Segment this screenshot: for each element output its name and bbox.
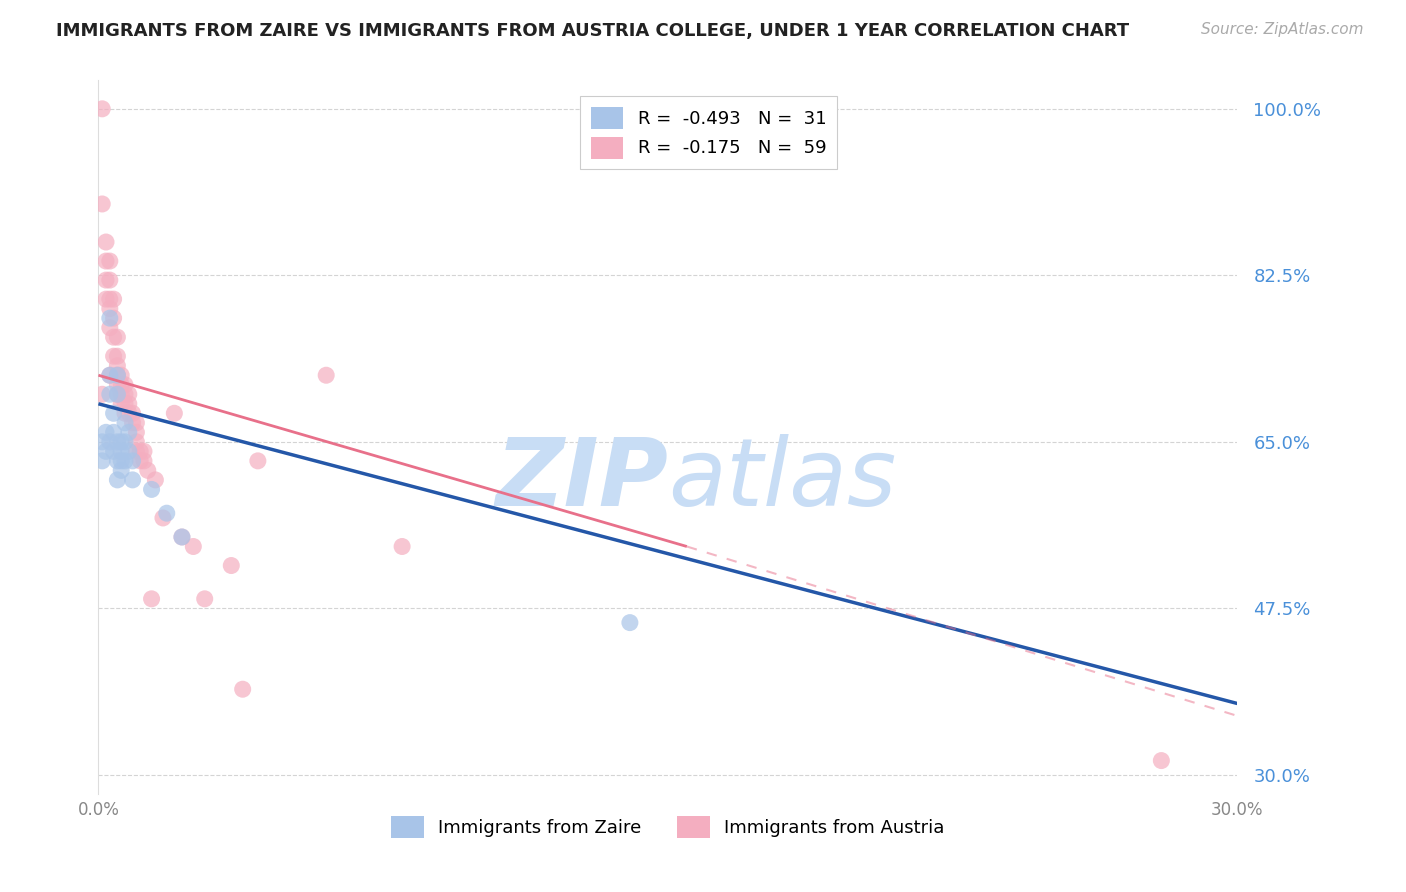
Point: [98, 368, 121, 383]
Point: [246, 454, 269, 468]
Point: [103, 444, 125, 458]
Point: [91, 454, 114, 468]
Point: [125, 416, 148, 430]
Point: [94, 444, 117, 458]
Point: [98, 320, 121, 334]
Point: [121, 454, 143, 468]
Point: [152, 511, 174, 525]
Point: [183, 540, 205, 554]
Point: [118, 397, 141, 411]
Point: [103, 425, 125, 440]
Text: atlas: atlas: [668, 434, 896, 525]
Point: [110, 454, 132, 468]
Point: [118, 387, 141, 401]
Point: [107, 330, 129, 344]
Point: [91, 102, 114, 116]
Point: [170, 530, 193, 544]
Point: [107, 349, 129, 363]
Point: [91, 197, 114, 211]
Point: [221, 558, 243, 573]
Point: [94, 425, 117, 440]
Point: [110, 397, 132, 411]
Point: [118, 444, 141, 458]
Point: [91, 434, 114, 449]
Point: [132, 454, 155, 468]
Point: [125, 425, 148, 440]
Point: [103, 311, 125, 326]
Point: [94, 235, 117, 249]
Point: [98, 301, 121, 316]
Point: [121, 406, 143, 420]
Point: [107, 473, 129, 487]
Point: [114, 454, 136, 468]
Point: [1150, 754, 1173, 768]
Point: [121, 473, 143, 487]
Point: [315, 368, 337, 383]
Text: Source: ZipAtlas.com: Source: ZipAtlas.com: [1201, 22, 1364, 37]
Point: [110, 463, 132, 477]
Point: [98, 292, 121, 306]
Point: [94, 254, 117, 268]
Point: [110, 368, 132, 383]
Point: [114, 406, 136, 420]
Point: [114, 416, 136, 430]
Point: [118, 425, 141, 440]
Point: [91, 387, 114, 401]
Point: [98, 368, 121, 383]
Text: IMMIGRANTS FROM ZAIRE VS IMMIGRANTS FROM AUSTRIA COLLEGE, UNDER 1 YEAR CORRELATI: IMMIGRANTS FROM ZAIRE VS IMMIGRANTS FROM…: [56, 22, 1129, 40]
Point: [110, 444, 132, 458]
Point: [118, 406, 141, 420]
Point: [107, 359, 129, 373]
Point: [194, 591, 217, 606]
Point: [132, 444, 155, 458]
Text: ZIP: ZIP: [495, 434, 668, 526]
Point: [114, 397, 136, 411]
Point: [103, 292, 125, 306]
Point: [232, 682, 254, 697]
Point: [141, 483, 163, 497]
Point: [125, 434, 148, 449]
Point: [98, 434, 121, 449]
Point: [110, 434, 132, 449]
Point: [125, 444, 148, 458]
Legend: Immigrants from Zaire, Immigrants from Austria: Immigrants from Zaire, Immigrants from A…: [380, 805, 956, 849]
Point: [141, 591, 163, 606]
Point: [103, 330, 125, 344]
Point: [107, 368, 129, 383]
Point: [121, 416, 143, 430]
Point: [98, 311, 121, 326]
Point: [129, 444, 152, 458]
Point: [107, 368, 129, 383]
Point: [94, 273, 117, 287]
Point: [107, 387, 129, 401]
Point: [107, 434, 129, 449]
Point: [98, 387, 121, 401]
Point: [110, 387, 132, 401]
Point: [98, 254, 121, 268]
Point: [107, 377, 129, 392]
Point: [114, 434, 136, 449]
Point: [170, 530, 193, 544]
Point: [114, 387, 136, 401]
Point: [98, 273, 121, 287]
Point: [94, 292, 117, 306]
Point: [163, 406, 186, 420]
Point: [619, 615, 641, 630]
Point: [107, 387, 129, 401]
Point: [136, 463, 159, 477]
Point: [107, 368, 129, 383]
Point: [156, 506, 179, 520]
Point: [103, 406, 125, 420]
Point: [145, 473, 167, 487]
Point: [391, 540, 413, 554]
Point: [103, 349, 125, 363]
Point: [110, 377, 132, 392]
Point: [107, 454, 129, 468]
Point: [129, 454, 152, 468]
Point: [114, 377, 136, 392]
